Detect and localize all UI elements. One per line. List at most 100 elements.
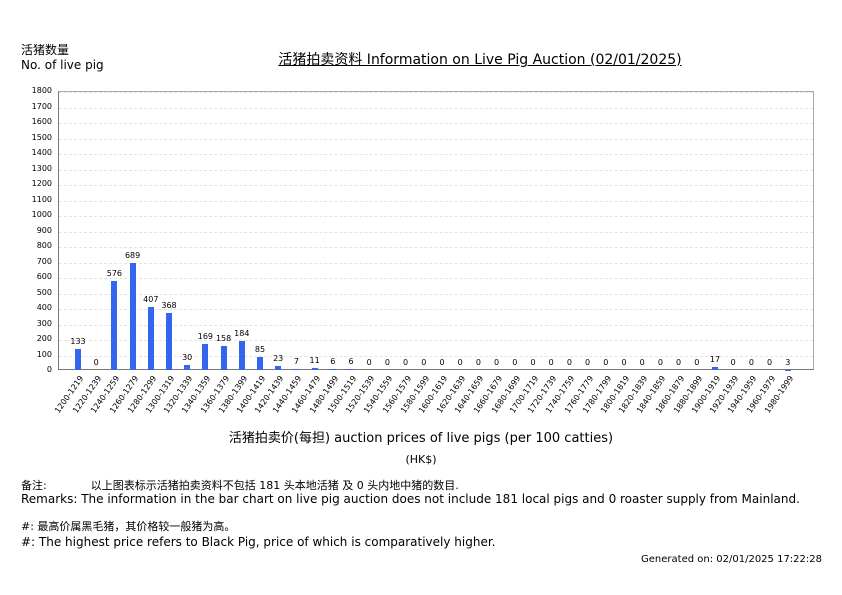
y-tick-label: 300	[36, 318, 52, 328]
bar-value-label: 0	[621, 358, 627, 367]
bar	[238, 341, 245, 370]
bar-value-label: 0	[494, 358, 500, 367]
gridline	[59, 309, 813, 310]
chart-title: 活猪拍卖资料 Information on Live Pig Auction (…	[278, 52, 682, 68]
bar-value-label: 169	[197, 331, 214, 341]
gridline	[59, 169, 813, 171]
y-tick-label: 1000	[31, 210, 52, 219]
bar-value-label: 0	[384, 358, 390, 367]
gridline	[59, 216, 813, 217]
gridline	[59, 138, 813, 140]
bar-value-label: 0	[457, 358, 463, 367]
bar-value-label: 0	[730, 358, 736, 367]
gridline	[59, 278, 813, 279]
bar-value-label: 0	[439, 358, 445, 367]
bar-value-label: 407	[143, 294, 159, 304]
x-axis-title: 活猪拍卖价(每担) auction prices of live pigs (p…	[228, 431, 614, 446]
bar	[75, 349, 81, 370]
bar-value-label: 7	[293, 356, 299, 366]
bar	[257, 356, 263, 370]
bar	[147, 306, 154, 370]
y-tick-label: 1100	[31, 194, 52, 204]
bar-value-label: 6	[348, 357, 354, 367]
bar-value-label: 0	[639, 358, 645, 367]
bar-value-label: 184	[234, 329, 250, 339]
bar-value-label: 23	[273, 354, 284, 364]
bar-value-label: 368	[161, 300, 177, 310]
bar-value-label: 0	[403, 358, 409, 367]
y-tick-label: 400	[36, 303, 52, 312]
bar-value-label: 3	[785, 357, 791, 367]
bar-value-label: 85	[254, 344, 266, 354]
y-tick-label: 500	[36, 287, 52, 297]
bar-value-label: 158	[215, 333, 232, 343]
y-tick-label: 1300	[31, 163, 52, 173]
y-tick-label: 200	[36, 334, 52, 343]
bar-value-label: 689	[124, 251, 141, 261]
bar-value-label: 0	[93, 358, 99, 367]
y-tick-label: 600	[36, 272, 52, 281]
generated-timestamp: Generated on: 02/01/2025 17:22:28	[641, 554, 822, 565]
gridline	[59, 123, 813, 124]
bar-value-label: 0	[767, 358, 773, 367]
y-axis-label-cn: 活猪数量	[21, 43, 70, 57]
bar	[166, 312, 172, 370]
y-tick-label: 1700	[31, 101, 52, 111]
gridline	[59, 154, 813, 155]
bar-value-label: 576	[106, 268, 123, 278]
y-tick-label: 900	[36, 225, 52, 235]
bar	[111, 280, 118, 370]
bar-value-label: 0	[603, 358, 609, 367]
remarks-cn: 备注: 以上图表标示活猪拍卖资料不包括 181 头本地活猪 及 0 头内地中猪的数…	[21, 477, 459, 493]
bar	[293, 368, 300, 370]
bar	[712, 367, 718, 370]
gridline	[59, 355, 813, 357]
bar	[184, 365, 191, 370]
gridline	[59, 262, 813, 264]
bar-value-label: 0	[585, 358, 591, 367]
y-tick-label: 1400	[31, 148, 52, 157]
bar-value-label: 0	[657, 358, 663, 367]
gridline	[59, 324, 813, 326]
gridline	[59, 340, 813, 341]
bar-value-label: 11	[309, 356, 320, 366]
y-tick-label: 1600	[31, 117, 52, 126]
gridline	[59, 247, 813, 248]
y-tick-label: 1200	[31, 179, 52, 188]
bar-value-label: 0	[421, 358, 427, 367]
gridline	[59, 200, 813, 202]
bar-value-label: 0	[530, 358, 536, 367]
bar	[348, 369, 354, 370]
remarks-cn-text: 以上图表标示活猪拍卖资料不包括 181 头本地活猪 及 0 头内地中猪的数目.	[90, 479, 459, 492]
bar-value-label: 17	[709, 355, 721, 365]
bar	[329, 369, 336, 370]
plot-area	[58, 91, 814, 370]
gridline	[59, 293, 813, 295]
bar-value-label: 0	[548, 358, 554, 367]
bar-value-label: 0	[366, 358, 372, 367]
x-axis-unit: (HK$)	[405, 453, 437, 466]
bar-value-label: 0	[566, 358, 572, 367]
bar-value-label: 6	[330, 357, 336, 367]
bar-value-label: 0	[676, 358, 682, 367]
y-tick-label: 0	[46, 365, 52, 374]
bar-value-label: 30	[182, 353, 193, 363]
y-tick-label: 700	[36, 256, 52, 266]
bar-value-label: 133	[70, 337, 86, 347]
remarks-cn-label: 备注:	[21, 479, 47, 492]
bar-value-label: 0	[694, 358, 700, 367]
gridline	[59, 107, 813, 109]
y-tick-label: 100	[36, 349, 52, 359]
y-tick-label: 800	[36, 241, 52, 250]
bar	[311, 368, 318, 370]
bar-value-label: 0	[748, 358, 754, 367]
bar-value-label: 0	[512, 358, 518, 367]
gridline	[59, 185, 813, 186]
bar	[220, 345, 227, 370]
remarks-en: Remarks: The information in the bar char…	[21, 492, 800, 506]
y-tick-label: 1800	[31, 86, 52, 95]
y-tick-label: 1500	[31, 132, 52, 142]
highest-price-note-cn: #: 最高价属黑毛猪，其价格较一般猪为高。	[21, 520, 236, 533]
bar-value-label: 0	[475, 358, 481, 367]
bar	[129, 263, 136, 370]
